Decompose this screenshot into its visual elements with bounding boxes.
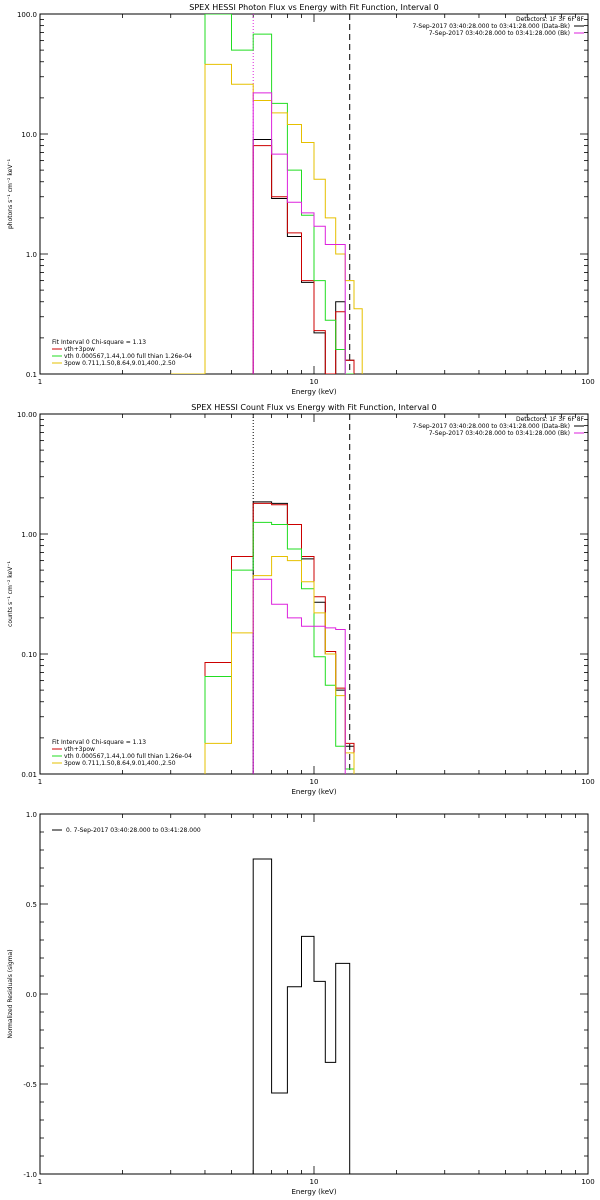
x-tick-label: 100: [581, 1178, 594, 1186]
series-line-5: [252, 92, 346, 374]
y-tick-label: 0.0: [26, 991, 37, 999]
legend-bottom-left: Fit Interval 0 Chi-square = 1.13vth+3pow…: [52, 339, 192, 367]
x-tick-label: 1: [38, 1178, 42, 1186]
series-line-5: [252, 578, 346, 774]
y-tick-label: 10.0: [21, 131, 37, 139]
legend-entry: 3pow 0.711,1.50,8.64,9.01,400.,2.50: [64, 760, 176, 767]
chart-panel-2: 1 10 100 0.01 0.10 1.00 10.00 SPEX HESSI Count …: [7, 403, 595, 796]
x-axis-label: Energy (keV): [291, 1188, 336, 1196]
x-tick-label: 10: [310, 378, 319, 386]
x-tick-label: 1: [38, 778, 42, 786]
series-line-3: [204, 14, 354, 374]
chart-panel-3: 1 10 100 -1.0 -0.5 0.0 0.5 1.0 Energy (keV) Norma…: [7, 811, 595, 1196]
y-tick-label: -0.5: [23, 1081, 37, 1089]
chart-title: SPEX HESSI Photon Flux vs Energy with Fi…: [189, 3, 439, 12]
legend-bottom-left: Fit Interval 0 Chi-square = 1.13vth+3pow…: [52, 739, 192, 767]
series-line-2: [204, 502, 355, 774]
series-line-4: [204, 556, 355, 774]
y-tick-label: 1.0: [26, 251, 37, 259]
x-tick-label: 1: [38, 378, 42, 386]
y-axis-label: counts s⁻¹ cm⁻² keV⁻¹: [7, 561, 14, 627]
y-tick-label: 1.0: [26, 811, 37, 819]
plot-area: [252, 858, 351, 1174]
y-tick-label: 10.00: [17, 411, 37, 419]
legend-header: Fit Interval 0 Chi-square = 1.13: [52, 739, 146, 746]
legend-entry: 7-Sep-2017 03:40:28.000 to 03:41:28.000 …: [429, 30, 570, 37]
x-axis-label: Energy (keV): [291, 788, 336, 796]
legend-entry: vth 0.000567,1.44,1.00 full thian 1.26e-…: [64, 753, 192, 760]
x-tick-label: 100: [581, 778, 594, 786]
plot-area: [170, 14, 363, 374]
y-tick-label: -1.0: [23, 1171, 37, 1179]
legend-entry: 3pow 0.711,1.50,8.64,9.01,400.,2.50: [64, 360, 176, 367]
series-line-3: [204, 521, 355, 774]
series-line-2: [252, 145, 355, 374]
series-line-1: [252, 858, 351, 1174]
plot-frame: [39, 813, 589, 1175]
y-tick-label: 0.1: [26, 371, 37, 379]
legend: 0. 7-Sep-2017 03:40:28.000 to 03:41:28.0…: [52, 827, 201, 834]
legend-header: Fit Interval 0 Chi-square = 1.13: [52, 339, 146, 346]
legend-entry: 0. 7-Sep-2017 03:40:28.000 to 03:41:28.0…: [66, 827, 201, 834]
legend-entry: vth+3pow: [64, 746, 95, 753]
legend-entry: vth 0.000567,1.44,1.00 full thian 1.26e-…: [64, 353, 192, 360]
y-axis-label: Normalized Residuals (sigma): [7, 949, 14, 1038]
legend-entry: Detectors: 1F 3F 6F 8F: [516, 416, 585, 423]
chart-title: SPEX HESSI Count Flux vs Energy with Fit…: [191, 403, 436, 412]
legend-entry: 7-Sep-2017 03:40:28.000 to 03:41:28.000 …: [412, 423, 570, 430]
y-axis-label: photons s⁻¹ cm⁻² keV⁻¹: [7, 158, 14, 229]
y-tick-label: 1.00: [21, 531, 37, 539]
legend-top-right: Detectors: 1F 3F 6F 8F7-Sep-2017 03:40:2…: [412, 16, 584, 37]
legend-top-right: Detectors: 1F 3F 6F 8F7-Sep-2017 03:40:2…: [412, 416, 584, 437]
x-tick-label: 10: [310, 778, 319, 786]
y-tick-label: 0.5: [26, 901, 37, 909]
plot-area: [204, 414, 355, 774]
series-line-1: [252, 501, 355, 774]
legend-entry: vth+3pow: [64, 346, 95, 353]
x-tick-label: 10: [310, 1178, 319, 1186]
y-tick-label: 0.10: [21, 651, 37, 659]
series-line-1: [252, 139, 355, 374]
legend-entry: Detectors: 1F 3F 6F 8F: [516, 16, 585, 23]
y-tick-label: 0.01: [21, 771, 37, 779]
legend-entry: 7-Sep-2017 03:40:28.000 to 03:41:28.000 …: [412, 23, 570, 30]
x-tick-label: 100: [581, 378, 594, 386]
legend-entry: 7-Sep-2017 03:40:28.000 to 03:41:28.000 …: [429, 430, 570, 437]
chart-panel-1: 1 10 100 0.1 1.0 10.0 100.0 SPEX HESSI Photon F…: [7, 3, 595, 396]
x-axis-label: Energy (keV): [291, 388, 336, 396]
y-tick-label: 100.0: [17, 11, 37, 19]
series-line-4: [170, 63, 363, 374]
